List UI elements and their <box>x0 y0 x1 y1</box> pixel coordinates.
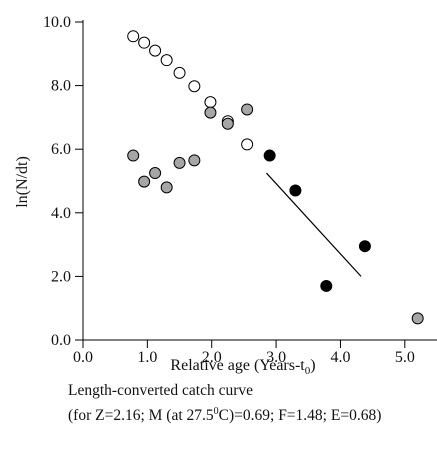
filled-circle-point <box>263 149 276 162</box>
caption-line-2-suffix: C)=0.69; F=1.48; E=0.68) <box>218 407 382 425</box>
axes <box>82 20 437 341</box>
caption-line-2: (for Z=2.16; M (at 27.50C)=0.69; F=1.48;… <box>68 402 437 426</box>
x-axis-label-subscript: 0 <box>305 365 311 375</box>
y-tick-label: 2.0 <box>51 268 71 285</box>
gray-circle-point <box>127 149 140 162</box>
data-points <box>127 30 424 325</box>
y-tick-label: 6.0 <box>51 141 71 158</box>
open-circle-point <box>173 66 186 79</box>
y-axis-label: ln(N/dt) <box>14 156 31 208</box>
open-circle-point <box>160 54 173 67</box>
filled-circle-point <box>358 240 371 253</box>
x-tick-label: 4.0 <box>330 349 350 366</box>
gray-circle-point <box>411 312 424 325</box>
open-circle-point <box>188 80 201 93</box>
x-tick-label: 3.0 <box>266 349 286 366</box>
catch-curve-chart: 0.0 2.0 4.0 6.0 8.0 10.0 0.0 1.0 2.0 3.0 4.0 5.0 ln… <box>14 14 437 375</box>
y-tick-label: 0.0 <box>51 332 71 349</box>
open-circle-point <box>241 138 254 151</box>
gray-circle-point <box>149 167 162 180</box>
gray-circle-point <box>221 117 234 130</box>
gray-circle-point <box>241 103 254 116</box>
x-tick-label: 5.0 <box>395 349 415 366</box>
x-axis-label: Relative age (Years-t0) <box>170 357 315 375</box>
x-tick-label: 0.0 <box>73 349 93 366</box>
caption-line-1: Length-converted catch curve <box>68 382 254 399</box>
x-axis-label-main: Relative age (Years-t <box>170 357 305 374</box>
gray-circle-point <box>160 181 173 194</box>
open-circle-point <box>204 96 217 109</box>
caption-line-2-prefix: (for Z=2.16; M (at 27.5 <box>68 407 214 425</box>
open-circle-point <box>127 30 140 43</box>
x-tick-label: 1.0 <box>137 349 157 366</box>
gray-circle-point <box>188 154 201 167</box>
y-tick-label: 4.0 <box>51 205 71 222</box>
gray-circle-point <box>173 156 186 169</box>
regression-line <box>265 172 362 277</box>
y-tick-label: 10.0 <box>43 14 71 31</box>
filled-circle-point <box>320 279 333 292</box>
x-tick-label: 2.0 <box>202 349 222 366</box>
open-circle-point <box>149 44 162 57</box>
filled-circle-point <box>289 184 302 197</box>
open-circle-point <box>138 36 151 49</box>
y-tick-label: 8.0 <box>51 78 71 95</box>
caption-superscript: 0 <box>213 406 219 417</box>
regression-line-group <box>265 172 362 277</box>
ticks: 0.0 2.0 4.0 6.0 8.0 10.0 0.0 1.0 2.0 3.0 4.0 5.0 <box>43 14 415 366</box>
gray-circle-point <box>204 106 217 119</box>
x-axis-label-close: ) <box>310 357 315 374</box>
gray-circle-point <box>138 175 151 188</box>
